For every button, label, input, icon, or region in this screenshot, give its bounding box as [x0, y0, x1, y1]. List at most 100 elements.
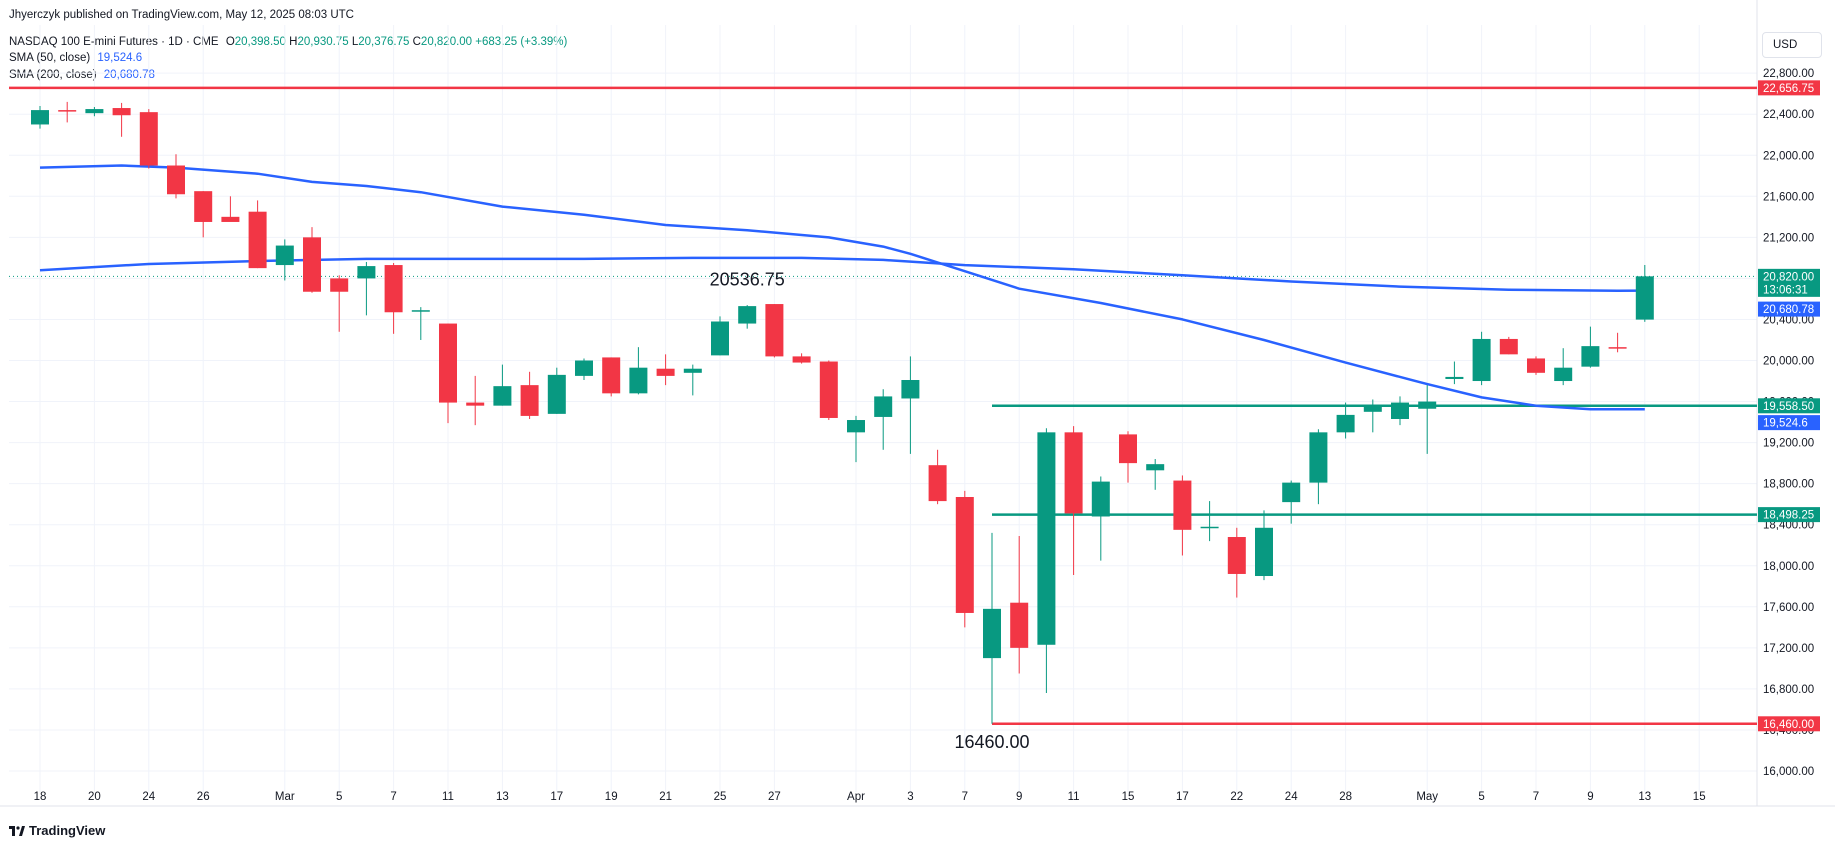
price-tick-label: 16,000.00	[1763, 766, 1814, 778]
time-tick-label: Mar	[275, 791, 295, 803]
candle-body	[112, 108, 131, 116]
low-label: L	[351, 36, 359, 48]
symbol-legend: NASDAQ 100 E-mini Futures · 1D · CME O20…	[9, 35, 567, 49]
candle-body	[1146, 464, 1165, 471]
tradingview-footer: TradingView	[9, 823, 105, 838]
time-tick-label: 25	[714, 791, 727, 803]
time-axis[interactable]: 18 20 24 26 Mar 5 7 11 13 17 19 21 25 27 Apr 3 7 9 11 15 17 2…	[34, 791, 1706, 803]
time-tick-label: 11	[1068, 791, 1080, 803]
candle-body	[1255, 527, 1273, 577]
candle-body	[1418, 401, 1437, 409]
last-price-tag-bg	[1758, 268, 1820, 297]
time-tick-label: 24	[142, 791, 155, 803]
candle-body	[1064, 432, 1083, 514]
time-tick-label: 3	[907, 791, 913, 803]
currency-button[interactable]: USD	[1762, 32, 1822, 58]
sma200-legend[interactable]: SMA (200, close) 20,680.78	[9, 68, 155, 82]
annotations: 20536.75 16460.00	[710, 269, 1030, 751]
candle-body	[1472, 338, 1491, 382]
candle-body	[901, 379, 920, 399]
level-tag-bg	[1758, 398, 1820, 414]
candle-body	[439, 323, 457, 403]
price-tick-label: 16,800.00	[1763, 684, 1814, 696]
candle-body	[411, 310, 430, 312]
level-tag-label: 16,460.00	[1763, 719, 1814, 731]
price-tick-label: 18,400.00	[1763, 520, 1814, 532]
price-tick-label: 18,000.00	[1763, 561, 1814, 573]
price-tick-label: 22,800.00	[1763, 68, 1814, 80]
candle-body	[602, 357, 621, 394]
time-tick-label: 15	[1693, 791, 1706, 803]
time-tick-label: 17	[1176, 791, 1189, 803]
tradingview-logo-icon	[9, 825, 25, 837]
candle-body	[1119, 434, 1137, 464]
candle-body	[1608, 347, 1627, 349]
time-tick-label: 26	[197, 791, 210, 803]
last-price-tag-sublabel: 13:06:31	[1763, 284, 1808, 296]
candle-body	[683, 368, 702, 373]
candle-body	[303, 237, 321, 292]
time-tick-label: 7	[962, 791, 968, 803]
level-tag-bg	[1758, 80, 1820, 96]
candle-body	[575, 360, 593, 376]
candle-body	[1554, 367, 1573, 382]
price-tick-label: 20,400.00	[1763, 314, 1814, 326]
sma50-legend[interactable]: SMA (50, close) 19,524.6	[9, 51, 142, 65]
candle-body	[1227, 537, 1246, 574]
time-tick-label: 13	[1638, 791, 1651, 803]
candle-body	[1527, 358, 1545, 373]
sma200-value: 20,680.78	[103, 69, 155, 81]
candle-body	[1391, 402, 1409, 419]
sma200-tag-bg	[1758, 301, 1820, 317]
sma200-label: SMA (200, close)	[9, 69, 97, 81]
time-tick-label: 19	[605, 791, 618, 803]
sma200-line	[39, 256, 1645, 292]
price-tags: 22,656.75 19,558.50 18,498.25 16,460.00 20,8…	[1758, 80, 1820, 732]
candle-body	[194, 191, 213, 222]
sma50-tag-label: 19,524.6	[1763, 418, 1808, 430]
low-value: 20,376.75	[358, 36, 410, 48]
time-tick-label: 7	[1533, 791, 1539, 803]
price-tick-label: 18,800.00	[1763, 479, 1814, 491]
symbol-name[interactable]: NASDAQ 100 E-mini Futures · 1D · CME	[9, 36, 219, 48]
tradingview-logo-text: TradingView	[29, 823, 106, 838]
candle-body	[357, 266, 376, 279]
time-tick-label: 18	[34, 791, 47, 803]
moving-averages	[39, 164, 1645, 411]
time-tick-label: 7	[390, 791, 396, 803]
price-tick-label: 22,400.00	[1763, 109, 1814, 121]
candle-body	[58, 110, 77, 112]
candle-body	[1499, 338, 1518, 355]
candle-body	[928, 465, 947, 502]
sma50-tag-bg	[1758, 415, 1820, 431]
candle-body	[738, 306, 757, 324]
time-tick-label: May	[1416, 791, 1438, 803]
time-tick-label: 17	[550, 791, 563, 803]
price-annotation: 16460.00	[954, 732, 1029, 752]
candle-body	[847, 420, 865, 433]
last-price-tag-label: 20,820.00	[1763, 271, 1814, 283]
candle-body	[221, 216, 240, 222]
candle-body	[955, 496, 974, 613]
candle-body	[1309, 432, 1328, 483]
time-tick-label: 13	[496, 791, 509, 803]
candle-body	[656, 368, 675, 376]
publisher-line: Jhyerczyk published on TradingView.com, …	[9, 9, 354, 21]
level-tag-bg	[1758, 716, 1820, 732]
candle-body	[275, 245, 294, 266]
candle-body	[1282, 482, 1301, 503]
candle-body	[1200, 526, 1219, 529]
candle-body	[1635, 276, 1654, 320]
sma50-line	[39, 164, 1645, 411]
candle-body	[711, 321, 729, 356]
sma50-value: 19,524.6	[97, 52, 143, 64]
candle-body	[1363, 406, 1382, 412]
time-tick-label: 24	[1285, 791, 1298, 803]
change-value: +683.25 (+3.39%)	[475, 36, 568, 48]
close-value: 20,820.00	[420, 36, 473, 48]
time-tick-label: 15	[1122, 791, 1135, 803]
open-value: 20,398.50	[234, 36, 286, 48]
candle-body	[330, 278, 349, 292]
candle-body	[765, 304, 784, 357]
